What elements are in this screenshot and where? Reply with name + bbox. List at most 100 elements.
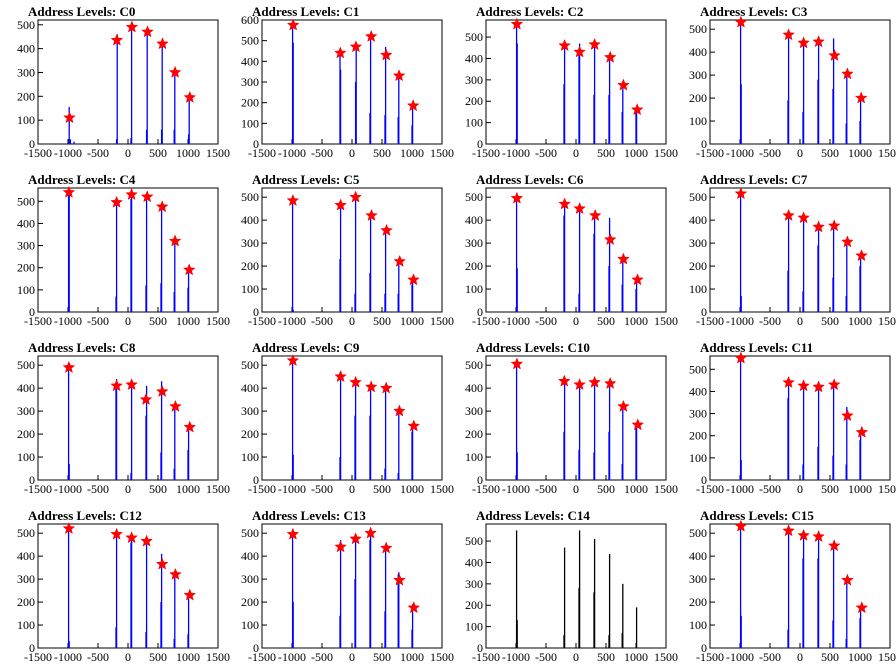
x-tick-label: -1500 [696, 314, 724, 328]
y-tick-label: 200 [17, 595, 35, 609]
y-tick-label: 200 [689, 429, 707, 443]
star-icon [286, 527, 300, 540]
x-tick-label: -1000 [54, 650, 82, 664]
y-tick-label: 400 [689, 213, 707, 227]
x-tick-label: 1500 [654, 482, 678, 496]
x-tick-label: -1500 [696, 482, 724, 496]
y-tick-label: 400 [689, 384, 707, 398]
y-tick-label: 500 [17, 358, 35, 372]
star-icon [110, 379, 123, 392]
y-tick-label: 100 [465, 620, 483, 634]
x-tick-label: 1500 [206, 314, 230, 328]
x-tick-label: -1000 [726, 146, 754, 160]
x-tick-label: 1000 [400, 482, 424, 496]
chart-panel-12: Address Levels: C12 0 100 200 300 400 500 -1500… [0, 504, 230, 672]
star-icon [558, 197, 571, 210]
plot-frame [709, 523, 891, 649]
y-tick-label: 500 [465, 190, 483, 204]
star-icon [155, 200, 169, 213]
x-tick-label: -1000 [278, 146, 306, 160]
star-icon [168, 234, 182, 247]
y-tick-label: 400 [465, 213, 483, 227]
star-icon [141, 25, 154, 38]
plot-frame [261, 19, 443, 145]
star-icon [169, 399, 182, 412]
star-icon [286, 193, 300, 207]
y-tick-label: 400 [241, 54, 259, 68]
y-tick-label: 400 [689, 549, 707, 563]
star-icon [125, 20, 139, 33]
x-tick-label: -1500 [472, 650, 500, 664]
y-tick-label: 500 [17, 194, 35, 208]
y-tick-label: 400 [465, 381, 483, 395]
plot-frame [485, 19, 667, 145]
x-tick-label: 0 [125, 650, 131, 664]
y-tick-label: 0 [253, 305, 259, 319]
x-tick-label: -500 [311, 650, 333, 664]
chart-panel-8: Address Levels: C8 0 100 200 300 400 500 -1500-… [0, 336, 230, 504]
y-tick-label: 300 [689, 68, 707, 82]
chart-panel-0: Address Levels: C0 0 100 200 300 400 500 -1500-… [0, 0, 230, 168]
star-icon [827, 539, 841, 552]
star-icon [797, 528, 810, 541]
star-icon [110, 527, 123, 540]
plot-frame [261, 187, 443, 313]
star-icon [393, 573, 406, 586]
y-tick-label: 500 [465, 534, 483, 548]
x-tick-label: -1500 [248, 146, 276, 160]
x-tick-label: 500 [821, 482, 839, 496]
y-tick-label: 100 [689, 451, 707, 465]
plot-frame [485, 355, 667, 481]
chart-svg-0: Address Levels: C00100200300400500-1500-… [17, 4, 230, 160]
x-tick-label: -1000 [726, 482, 754, 496]
plot-frame [261, 523, 443, 649]
y-tick-label: 100 [465, 450, 483, 464]
x-tick-label: -1500 [24, 314, 52, 328]
star-icon [734, 187, 748, 200]
x-tick-label: -1000 [502, 314, 530, 328]
y-tick-label: 100 [465, 116, 483, 130]
star-icon [854, 91, 868, 104]
y-tick-label: 100 [17, 618, 35, 632]
y-tick-label: 100 [689, 282, 707, 296]
star-icon [334, 369, 347, 383]
x-tick-label: 1000 [176, 146, 200, 160]
x-tick-label: 500 [373, 482, 391, 496]
x-tick-label: 0 [573, 314, 579, 328]
x-tick-label: -500 [87, 314, 109, 328]
y-tick-label: 0 [29, 641, 35, 655]
x-tick-label: -1500 [472, 146, 500, 160]
star-icon [379, 541, 393, 554]
star-icon [631, 418, 645, 431]
x-tick-label: 0 [125, 314, 131, 328]
x-tick-label: 500 [597, 650, 615, 664]
x-tick-label: -1500 [472, 314, 500, 328]
x-tick-label: 500 [597, 482, 615, 496]
star-icon [734, 519, 748, 532]
star-icon [63, 111, 76, 124]
star-icon [182, 263, 196, 276]
plot-frame [261, 355, 443, 481]
star-icon [603, 50, 617, 63]
x-tick-label: -500 [535, 650, 557, 664]
y-tick-label: 500 [241, 358, 259, 372]
star-icon [392, 69, 406, 82]
plot-frame [37, 19, 219, 145]
y-tick-label: 300 [465, 73, 483, 87]
star-icon [603, 376, 617, 389]
y-tick-label: 300 [241, 572, 259, 586]
y-tick-label: 500 [465, 30, 483, 44]
y-tick-label: 0 [701, 137, 707, 151]
star-icon [617, 399, 630, 412]
x-tick-label: 1500 [430, 482, 454, 496]
x-tick-label: -1000 [54, 482, 82, 496]
chart-svg-13: Address Levels: C13 0 100 200 300 400 500 -1500… [241, 508, 454, 664]
star-icon [379, 48, 393, 61]
x-tick-label: 500 [821, 650, 839, 664]
chart-svg-12: Address Levels: C12 0 100 200 300 400 500 -1500… [17, 508, 230, 664]
x-tick-label: -1500 [24, 146, 52, 160]
x-tick-label: -1000 [278, 482, 306, 496]
x-tick-label: 1000 [848, 146, 872, 160]
x-tick-label: 1000 [400, 650, 424, 664]
